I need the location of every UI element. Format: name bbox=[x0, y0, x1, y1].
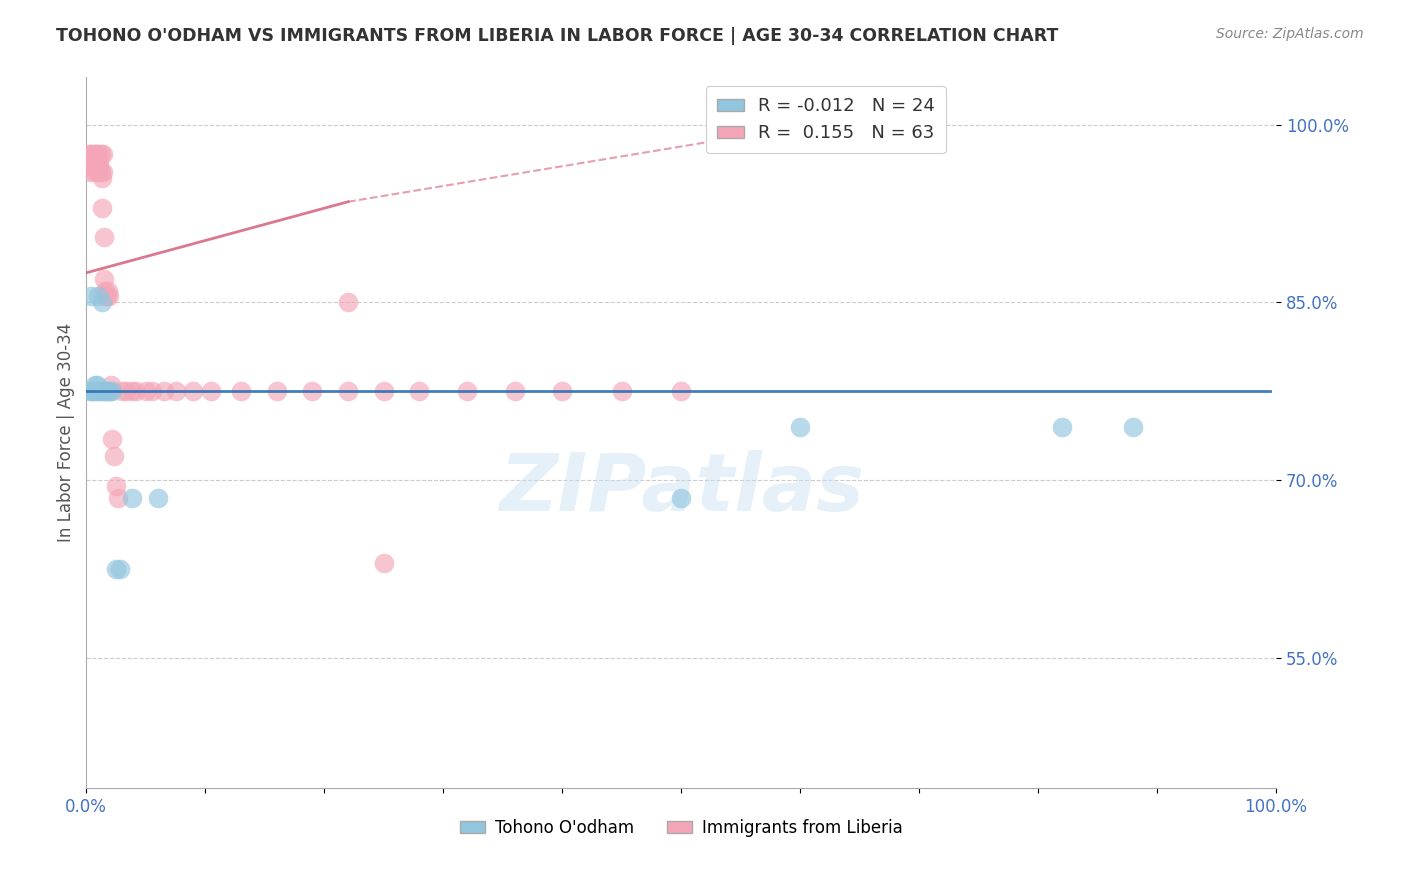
Point bbox=[90, 147, 112, 161]
Point bbox=[83, 165, 105, 179]
Point bbox=[87, 289, 110, 303]
Point bbox=[98, 384, 121, 399]
Point bbox=[79, 159, 101, 173]
Point bbox=[105, 479, 128, 493]
Point bbox=[408, 384, 430, 399]
Point bbox=[111, 384, 134, 399]
Point bbox=[114, 384, 136, 399]
Point bbox=[97, 289, 120, 303]
Point bbox=[83, 147, 105, 161]
Point bbox=[135, 384, 157, 399]
Point bbox=[121, 384, 143, 399]
Point bbox=[669, 491, 692, 505]
Point bbox=[146, 491, 169, 505]
Point bbox=[101, 384, 124, 399]
Point bbox=[100, 378, 122, 392]
Point bbox=[141, 384, 163, 399]
Point bbox=[89, 153, 111, 168]
Point bbox=[90, 384, 112, 399]
Point bbox=[82, 159, 104, 173]
Text: Source: ZipAtlas.com: Source: ZipAtlas.com bbox=[1216, 27, 1364, 41]
Point bbox=[97, 284, 120, 298]
Point bbox=[103, 450, 125, 464]
Y-axis label: In Labor Force | Age 30-34: In Labor Force | Age 30-34 bbox=[58, 323, 75, 542]
Point bbox=[87, 165, 110, 179]
Point bbox=[90, 295, 112, 310]
Point bbox=[105, 562, 128, 576]
Point bbox=[1122, 419, 1144, 434]
Point bbox=[86, 159, 108, 173]
Point bbox=[83, 378, 105, 392]
Point bbox=[373, 384, 395, 399]
Point bbox=[456, 384, 478, 399]
Point bbox=[90, 165, 112, 179]
Point bbox=[94, 289, 117, 303]
Point bbox=[84, 153, 107, 168]
Point bbox=[94, 284, 117, 298]
Point bbox=[80, 153, 103, 168]
Point bbox=[165, 384, 187, 399]
Point bbox=[84, 384, 107, 399]
Point bbox=[91, 147, 114, 161]
Point bbox=[93, 230, 115, 244]
Point bbox=[121, 491, 143, 505]
Point bbox=[90, 201, 112, 215]
Point bbox=[1050, 419, 1073, 434]
Point bbox=[97, 384, 120, 399]
Point bbox=[83, 159, 105, 173]
Point bbox=[96, 384, 118, 399]
Point bbox=[86, 153, 108, 168]
Text: TOHONO O'ODHAM VS IMMIGRANTS FROM LIBERIA IN LABOR FORCE | AGE 30-34 CORRELATION: TOHONO O'ODHAM VS IMMIGRANTS FROM LIBERI… bbox=[56, 27, 1059, 45]
Point bbox=[93, 384, 115, 399]
Point bbox=[107, 491, 129, 505]
Point bbox=[337, 295, 360, 310]
Point bbox=[610, 384, 633, 399]
Point bbox=[87, 147, 110, 161]
Point bbox=[79, 384, 101, 399]
Legend: Tohono O'odham, Immigrants from Liberia: Tohono O'odham, Immigrants from Liberia bbox=[453, 812, 910, 844]
Point bbox=[337, 384, 360, 399]
Point bbox=[266, 384, 288, 399]
Point bbox=[152, 384, 174, 399]
Point bbox=[82, 153, 104, 168]
Text: ZIPatlas: ZIPatlas bbox=[499, 450, 863, 528]
Point bbox=[86, 378, 108, 392]
Point bbox=[79, 165, 101, 179]
Point bbox=[84, 147, 107, 161]
Point bbox=[90, 171, 112, 186]
Point bbox=[77, 147, 100, 161]
Point bbox=[96, 289, 118, 303]
Point bbox=[93, 271, 115, 285]
Point bbox=[101, 432, 124, 446]
Point bbox=[89, 159, 111, 173]
Point bbox=[551, 384, 574, 399]
Point bbox=[669, 384, 692, 399]
Point bbox=[89, 384, 111, 399]
Point bbox=[82, 153, 104, 168]
Point bbox=[301, 384, 323, 399]
Point bbox=[80, 289, 103, 303]
Point bbox=[94, 384, 117, 399]
Point bbox=[183, 384, 205, 399]
Point bbox=[82, 384, 104, 399]
Point bbox=[82, 147, 104, 161]
Point bbox=[80, 147, 103, 161]
Point bbox=[125, 384, 148, 399]
Point bbox=[77, 153, 100, 168]
Point bbox=[82, 384, 104, 399]
Point bbox=[200, 384, 222, 399]
Point bbox=[789, 419, 811, 434]
Point bbox=[503, 384, 526, 399]
Point bbox=[91, 165, 114, 179]
Point bbox=[108, 562, 131, 576]
Point bbox=[229, 384, 252, 399]
Point bbox=[373, 556, 395, 570]
